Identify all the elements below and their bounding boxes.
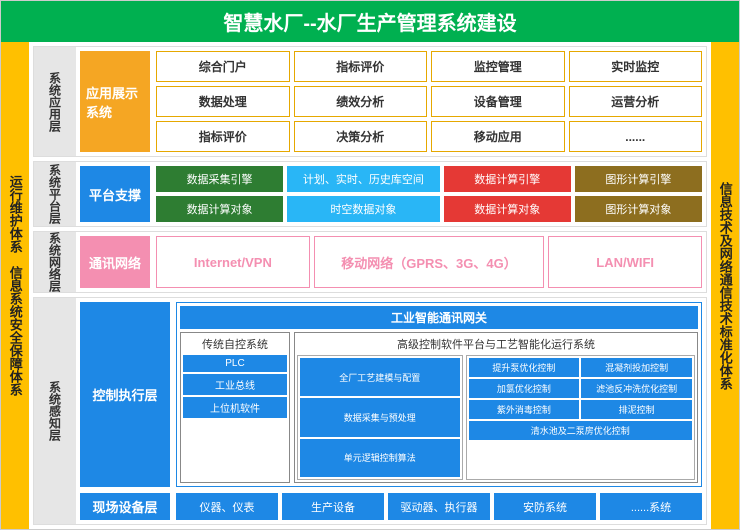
layer4-field-grid: 仪器、仪表生产设备驱动器、执行器安防系统......系统 — [176, 493, 702, 520]
network-box: 移动网络（GPRS、3G、4G） — [314, 236, 545, 288]
layer1-grid: 综合门户指标评价监控管理实时监控数据处理绩效分析设备管理运营分析指标评价决策分析… — [156, 51, 702, 152]
app-box: 绩效分析 — [294, 86, 428, 117]
title-text: 智慧水厂--水厂生产管理系统建设 — [223, 13, 516, 35]
layer4-inner: 控制执行层 工业智能通讯网关 传统自控系统 PLC 工业总线上位机软件 高级控制软… — [76, 298, 706, 524]
layer4-control-row: 控制执行层 工业智能通讯网关 传统自控系统 PLC 工业总线上位机软件 高级控制软… — [80, 302, 702, 487]
panel-adv-title: 高级控制软件平台与工艺智能化运行系统 — [297, 335, 695, 353]
right-sidebar: 信息技术及网络通信技术标准化体系 — [711, 42, 739, 529]
field-box: ......系统 — [600, 493, 702, 520]
adv-item: 数据采集与预处理 — [300, 398, 460, 436]
field-box: 安防系统 — [494, 493, 596, 520]
layer-label-app: 系统应用层 — [34, 47, 76, 156]
layer4-body: 工业智能通讯网关 传统自控系统 PLC 工业总线上位机软件 高级控制软件平台与工艺… — [176, 302, 702, 487]
layer2-inner: 平台支撑 数据采集引擎计划、实时、历史库空间数据计算引擎图形计算引擎数据计算对象… — [76, 162, 706, 226]
adv-item: 全厂工艺建模与配置 — [300, 358, 460, 396]
adv-item: 紫外消毒控制 — [469, 400, 580, 419]
panel-adv-col1: 全厂工艺建模与配置数据采集与预处理单元逻辑控制算法 — [297, 355, 463, 480]
adv-item: 混凝剂投加控制 — [581, 358, 692, 377]
layer1-inner: 应用展示系统 综合门户指标评价监控管理实时监控数据处理绩效分析设备管理运营分析指… — [76, 47, 706, 156]
layer-platform: 系统平台层 平台支撑 数据采集引擎计划、实时、历史库空间数据计算引擎图形计算引擎… — [33, 161, 707, 227]
network-box: Internet/VPN — [156, 236, 310, 288]
app-box: 指标评价 — [156, 121, 290, 152]
platform-box: 数据采集引擎 — [156, 166, 283, 192]
platform-box: 计划、实时、历史库空间 — [287, 166, 440, 192]
platform-box: 图形计算引擎 — [575, 166, 702, 192]
app-box: 监控管理 — [431, 51, 565, 82]
diagram-root: 智慧水厂--水厂生产管理系统建设 运行维护体系 信息系统安全保障体系 系统应用层… — [0, 0, 740, 530]
app-box: 决策分析 — [294, 121, 428, 152]
right-sidebar-text: 信息技术及网络通信技术标准化体系 — [715, 182, 735, 390]
app-box: ...... — [569, 121, 703, 152]
app-box: 实时监控 — [569, 51, 703, 82]
trad-item: 工业总线 — [183, 374, 287, 395]
app-box: 数据处理 — [156, 86, 290, 117]
adv-item: 清水池及二泵房优化控制 — [469, 421, 692, 440]
panel-adv-col2: 提升泵优化控制混凝剂投加控制加氯优化控制滤池反冲洗优化控制紫外消毒控制排泥控制清… — [466, 355, 695, 480]
body-area: 运行维护体系 信息系统安全保障体系 系统应用层 应用展示系统 综合门户指标评价监… — [1, 42, 739, 529]
trad-item: PLC — [183, 355, 287, 372]
layer3-sublabel: 通讯网络 — [80, 236, 150, 288]
left-sidebar-text: 运行维护体系 信息系统安全保障体系 — [5, 175, 25, 396]
layer-sensing: 系统感知层 控制执行层 工业智能通讯网关 传统自控系统 PLC 工业总线上位机软件 — [33, 297, 707, 525]
platform-box: 数据计算对象 — [444, 196, 571, 222]
panel-trad-items: PLC 工业总线上位机软件 — [183, 355, 287, 418]
adv-item: 单元逻辑控制算法 — [300, 439, 460, 477]
app-box: 运营分析 — [569, 86, 703, 117]
adv-item: 提升泵优化控制 — [469, 358, 580, 377]
layer-application: 系统应用层 应用展示系统 综合门户指标评价监控管理实时监控数据处理绩效分析设备管… — [33, 46, 707, 157]
layer2-grid: 数据采集引擎计划、实时、历史库空间数据计算引擎图形计算引擎数据计算对象时空数据对… — [156, 166, 702, 222]
trad-item: 上位机软件 — [183, 397, 287, 418]
platform-box: 图形计算对象 — [575, 196, 702, 222]
field-box: 驱动器、执行器 — [388, 493, 490, 520]
title-bar: 智慧水厂--水厂生产管理系统建设 — [1, 1, 739, 42]
platform-box: 数据计算引擎 — [444, 166, 571, 192]
adv-item: 滤池反冲洗优化控制 — [581, 379, 692, 398]
adv-item: 排泥控制 — [581, 400, 692, 419]
layer-label-sense: 系统感知层 — [34, 298, 76, 524]
platform-box: 时空数据对象 — [287, 196, 440, 222]
app-box: 综合门户 — [156, 51, 290, 82]
gateway-bar: 工业智能通讯网关 — [180, 306, 698, 329]
left-sidebar: 运行维护体系 信息系统安全保障体系 — [1, 42, 29, 529]
layer4-control-label: 控制执行层 — [80, 302, 170, 487]
layer3-grid: Internet/VPN移动网络（GPRS、3G、4G）LAN/WIFI — [156, 236, 702, 288]
adv-item: 加氯优化控制 — [469, 379, 580, 398]
layer1-sublabel: 应用展示系统 — [80, 51, 150, 152]
middle-content: 系统应用层 应用展示系统 综合门户指标评价监控管理实时监控数据处理绩效分析设备管… — [29, 42, 711, 529]
app-box: 指标评价 — [294, 51, 428, 82]
panel-advanced: 高级控制软件平台与工艺智能化运行系统 全厂工艺建模与配置数据采集与预处理单元逻辑… — [294, 332, 698, 483]
layer-network: 系统网络层 通讯网络 Internet/VPN移动网络（GPRS、3G、4G）L… — [33, 231, 707, 293]
panel-traditional: 传统自控系统 PLC 工业总线上位机软件 — [180, 332, 290, 483]
network-box: LAN/WIFI — [548, 236, 702, 288]
layer-label-plat: 系统平台层 — [34, 162, 76, 226]
app-box: 移动应用 — [431, 121, 565, 152]
field-box: 仪器、仪表 — [176, 493, 278, 520]
layer4-field-label: 现场设备层 — [80, 493, 170, 520]
panel-trad-title: 传统自控系统 — [183, 335, 287, 353]
panel-adv-cols: 全厂工艺建模与配置数据采集与预处理单元逻辑控制算法 提升泵优化控制混凝剂投加控制… — [297, 355, 695, 480]
field-box: 生产设备 — [282, 493, 384, 520]
layer3-inner: 通讯网络 Internet/VPN移动网络（GPRS、3G、4G）LAN/WIF… — [76, 232, 706, 292]
layer4-field-row: 现场设备层 仪器、仪表生产设备驱动器、执行器安防系统......系统 — [80, 493, 702, 520]
platform-box: 数据计算对象 — [156, 196, 283, 222]
layer4-panels: 传统自控系统 PLC 工业总线上位机软件 高级控制软件平台与工艺智能化运行系统 全… — [180, 332, 698, 483]
app-box: 设备管理 — [431, 86, 565, 117]
layer2-sublabel: 平台支撑 — [80, 166, 150, 222]
layer-label-net: 系统网络层 — [34, 232, 76, 292]
